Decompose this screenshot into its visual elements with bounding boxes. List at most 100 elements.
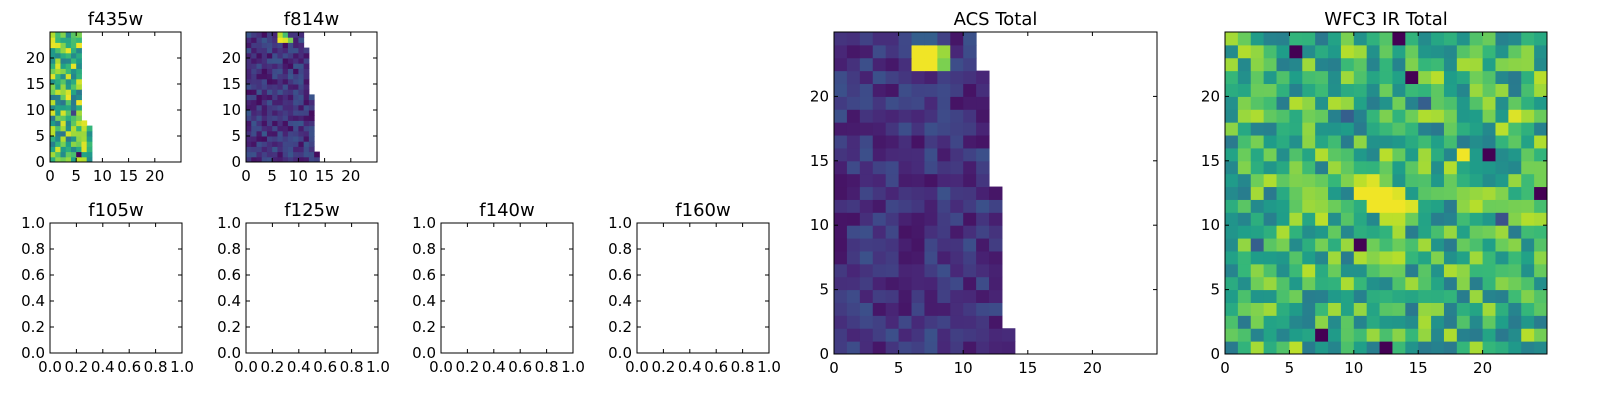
heatmap-cell	[303, 136, 310, 142]
heatmap-cell	[261, 110, 268, 116]
heatmap-cell	[282, 58, 289, 64]
x-tick-label: 0.2	[455, 358, 479, 376]
heatmap-cell	[1315, 44, 1329, 59]
heatmap-cell	[859, 173, 874, 188]
x-tick-label: 5	[267, 167, 277, 185]
heatmap-cell	[911, 263, 925, 278]
heatmap-cell	[55, 151, 61, 158]
heatmap-cell	[1315, 70, 1329, 85]
heatmap-cell	[256, 115, 263, 121]
heatmap-cell	[1289, 44, 1303, 59]
heatmap-cell	[261, 32, 268, 38]
heatmap-cell	[308, 141, 315, 147]
heatmap-cell	[1521, 250, 1535, 265]
heatmap-cell	[1289, 135, 1303, 149]
heatmap-cell	[1289, 276, 1303, 291]
x-tick-label: 0.0	[625, 358, 649, 376]
heatmap-cell	[1237, 160, 1252, 175]
heatmap-cell	[950, 122, 964, 136]
heatmap-cell	[1302, 44, 1316, 59]
heatmap-cell	[1534, 263, 1548, 278]
heatmap-cell	[937, 160, 951, 175]
heatmap-cell	[272, 110, 278, 116]
heatmap-cell	[266, 84, 273, 90]
heatmap-cell	[1379, 96, 1393, 110]
heatmap-cell	[76, 104, 82, 111]
heatmap-cell	[1392, 186, 1406, 200]
heatmap-cell	[1379, 328, 1393, 342]
heatmap-cell	[60, 37, 67, 43]
heatmap-cell	[1521, 83, 1535, 97]
heatmap-cell	[1482, 328, 1496, 342]
heatmap-cell	[1250, 57, 1265, 72]
heatmap-cell	[1482, 147, 1496, 162]
y-tick-label: 15	[810, 152, 829, 170]
heatmap-cell	[65, 37, 72, 43]
heatmap-cell	[1315, 250, 1329, 265]
heatmap-cell	[76, 47, 82, 54]
heatmap-cell	[65, 156, 72, 163]
heatmap-cell	[70, 58, 77, 64]
heatmap-cell	[1328, 276, 1342, 291]
heatmap-cell	[272, 63, 278, 69]
heatmap-cell	[1469, 70, 1484, 85]
heatmap-cell	[898, 199, 913, 213]
heatmap-cell	[1534, 173, 1548, 188]
heatmap-cell	[937, 315, 951, 329]
heatmap-cell	[251, 42, 257, 49]
heatmap-cell	[1237, 122, 1252, 136]
heatmap-cell	[1469, 328, 1484, 342]
heatmap-cell	[1340, 302, 1355, 316]
heatmap-cell	[256, 136, 263, 142]
heatmap-cell	[246, 32, 252, 38]
heatmap-cell	[963, 122, 977, 136]
heatmap-cell	[1508, 70, 1522, 85]
heatmap-cell	[834, 276, 848, 291]
heatmap-cell	[1482, 289, 1496, 303]
heatmap-cell	[277, 146, 284, 153]
heatmap-cell	[976, 173, 990, 188]
heatmap-cell	[293, 110, 299, 116]
heatmap-cell	[1315, 315, 1329, 329]
heatmap-cell	[1250, 276, 1265, 291]
heatmap-cell	[1225, 32, 1239, 46]
heatmap-cell	[1250, 122, 1265, 136]
heatmap-cell	[293, 156, 299, 163]
heatmap-cell	[885, 341, 900, 355]
heatmap-cell	[898, 212, 913, 226]
heatmap-cell	[1340, 225, 1355, 239]
heatmap-cell	[287, 141, 294, 147]
heatmap-cell	[1521, 109, 1535, 123]
heatmap-cell	[976, 199, 990, 213]
heatmap-cell	[834, 83, 848, 97]
heatmap-cell	[989, 276, 1003, 291]
heatmap-cell	[65, 99, 72, 106]
heatmap-cell	[293, 52, 299, 59]
heatmap-cell	[266, 115, 273, 121]
heatmap-cell	[298, 136, 305, 142]
heatmap-cell	[60, 52, 67, 59]
heatmap-cell	[282, 110, 289, 116]
x-tick-label: 5	[894, 359, 904, 377]
heatmap-cell	[293, 37, 299, 43]
heatmap-cell	[1392, 135, 1406, 149]
heatmap-cell	[1328, 302, 1342, 316]
heatmap-cell	[859, 96, 874, 110]
heatmap-cell	[86, 151, 93, 158]
heatmap-cell	[76, 42, 82, 49]
heatmap-cell	[261, 42, 268, 49]
heatmap-cell	[266, 32, 273, 38]
heatmap-cell	[261, 136, 268, 142]
heatmap-cell	[1353, 96, 1368, 110]
heatmap-cell	[277, 104, 284, 111]
heatmap-cell	[1340, 44, 1355, 59]
heatmap-cell	[1456, 135, 1471, 149]
heatmap-cell	[65, 115, 72, 121]
heatmap-cell	[898, 83, 913, 97]
heatmap-cell	[60, 104, 67, 111]
heatmap-cell	[1366, 328, 1381, 342]
x-tick-label: 5	[71, 167, 81, 185]
heatmap-cell	[1276, 186, 1290, 200]
